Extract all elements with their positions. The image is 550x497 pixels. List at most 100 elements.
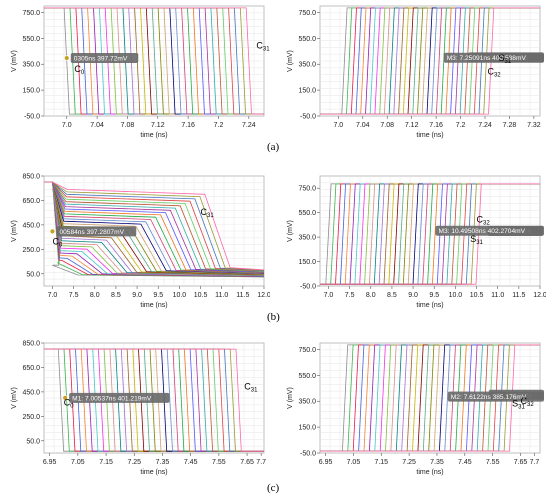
series-line <box>44 7 264 115</box>
chart-a-right: 7.0 7.04 7.08 7.12 7.16 7.2 7.24 7.28 7.32 750.0 5… <box>287 5 544 139</box>
marker-bubble <box>70 53 139 64</box>
y-tick-label: 850.0 <box>22 174 40 181</box>
x-tick-label: 7.12 <box>405 122 419 129</box>
y-tick-label: -50.0 <box>300 114 316 121</box>
series-line <box>44 348 264 452</box>
marker-bubble <box>56 226 137 237</box>
series-line <box>320 7 540 115</box>
y-tick-label: 250.0 <box>22 414 40 421</box>
y-tick-label: 650.0 <box>22 198 40 205</box>
series-line <box>320 344 540 452</box>
series-line <box>44 7 264 115</box>
series-line <box>320 344 540 452</box>
series-line <box>44 7 264 115</box>
chart-a-left: 7.0 7.04 7.08 7.12 7.16 7.2 7.24 750.0 550.0 350.… <box>11 5 270 139</box>
x-tick-label: 11.0 <box>215 292 228 299</box>
x-axis-label: time (ns) <box>140 132 167 139</box>
series-line <box>320 344 540 452</box>
series-line <box>320 7 540 115</box>
x-tick-label: 7.15 <box>99 459 113 466</box>
x-tick-label: 8.5 <box>111 292 121 299</box>
marker-bubble <box>69 392 170 403</box>
x-tick-label: 12.0 <box>533 292 546 299</box>
x-tick-label: 10.0 <box>173 292 187 299</box>
series-line <box>320 7 540 115</box>
x-axis-label: time (ns) <box>416 132 443 139</box>
series-line <box>44 348 264 452</box>
series-line <box>320 344 540 452</box>
x-tick-label: 6.95 <box>319 459 333 466</box>
series-line <box>44 7 264 115</box>
x-tick-label: 7.65 <box>240 459 254 466</box>
series-line <box>320 7 540 115</box>
x-tick-label: 10.5 <box>470 292 484 299</box>
marker-point <box>62 395 68 401</box>
y-tick-label: 350.0 <box>22 62 40 69</box>
curve-label: C31 <box>244 381 258 393</box>
series-line <box>320 344 540 452</box>
x-tick-label: 7.05 <box>347 459 361 466</box>
chart-b-right: 7.0 7.5 8.0 8.5 9.0 9.5 10.0 10.5 11.0 11.5 12.0 75… <box>287 175 546 309</box>
x-tick-label: 9.5 <box>153 292 163 299</box>
series-line <box>44 181 264 271</box>
series-line <box>44 7 264 115</box>
series-line <box>320 7 540 115</box>
series-line <box>320 7 540 115</box>
x-tick-label: 7.45 <box>458 459 472 466</box>
series-line <box>320 7 540 115</box>
y-tick-label: 450.0 <box>22 389 40 396</box>
chart-c-right: 6.95 7.05 7.15 7.25 7.35 7.45 7.55 7.65 7.7 750.0… <box>287 342 544 476</box>
series-line <box>320 344 540 452</box>
x-tick-label: 7.24 <box>478 122 492 129</box>
series-line <box>320 7 540 115</box>
marker-point <box>64 55 70 61</box>
y-tick-label: 150.0 <box>298 425 316 432</box>
series-line <box>320 344 540 452</box>
series-line <box>44 7 264 115</box>
x-tick-label: 8.5 <box>387 292 397 299</box>
x-tick-label: 7.04 <box>356 122 370 129</box>
y-axis-label: V (mV) <box>287 387 294 409</box>
x-tick-label: 11.0 <box>491 292 504 299</box>
marker-text: M3: 7.25091ns 400.538mV <box>447 55 527 62</box>
x-tick-label: 7.45 <box>184 459 198 466</box>
series-line <box>44 348 264 452</box>
y-tick-label: 550.0 <box>298 373 316 380</box>
curve-label: C0 <box>74 64 85 76</box>
series-line <box>320 7 540 115</box>
x-tick-label: 7.0 <box>333 122 343 129</box>
series-line <box>44 348 264 452</box>
chart-b-left: 7.0 7.5 8.0 8.5 9.0 9.5 10.0 10.5 11.0 11.5 12.0 85… <box>11 174 270 310</box>
series-line <box>44 348 264 452</box>
x-axis-label: time (ns) <box>416 302 443 309</box>
series-line <box>320 7 540 115</box>
series-line <box>44 7 264 115</box>
x-tick-label: 7.2 <box>456 122 466 129</box>
y-tick-label: 750.0 <box>298 10 316 17</box>
x-tick-label: 11.5 <box>512 292 525 299</box>
series-line <box>320 344 540 452</box>
x-tick-label: 7.25 <box>127 459 141 466</box>
series-line <box>320 344 540 452</box>
y-axis-label: V (mV) <box>11 50 18 72</box>
y-tick-label: -50.0 <box>300 284 316 291</box>
x-tick-label: 7.12 <box>151 122 165 129</box>
x-axis-label: time (ns) <box>416 469 443 476</box>
y-tick-label: 350.0 <box>298 399 316 406</box>
series-line <box>320 7 540 115</box>
series-line <box>44 348 264 452</box>
marker-text: M3: 10.49508ns 402.2704mV <box>439 228 526 235</box>
y-axis-label: V (mV) <box>287 50 294 72</box>
series-line <box>320 7 540 115</box>
series-line <box>44 348 264 452</box>
y-tick-label: 350.0 <box>298 62 316 69</box>
series-line <box>320 344 540 452</box>
x-tick-label: 10.5 <box>194 292 208 299</box>
curve-label: C0 <box>52 236 63 248</box>
y-tick-label: -50.0 <box>300 451 316 458</box>
series-line <box>44 7 264 115</box>
series-line <box>320 7 540 115</box>
curve-label: C31 <box>201 207 215 219</box>
x-tick-label: 7.25 <box>402 459 416 466</box>
y-tick-label: 250.0 <box>22 247 40 254</box>
